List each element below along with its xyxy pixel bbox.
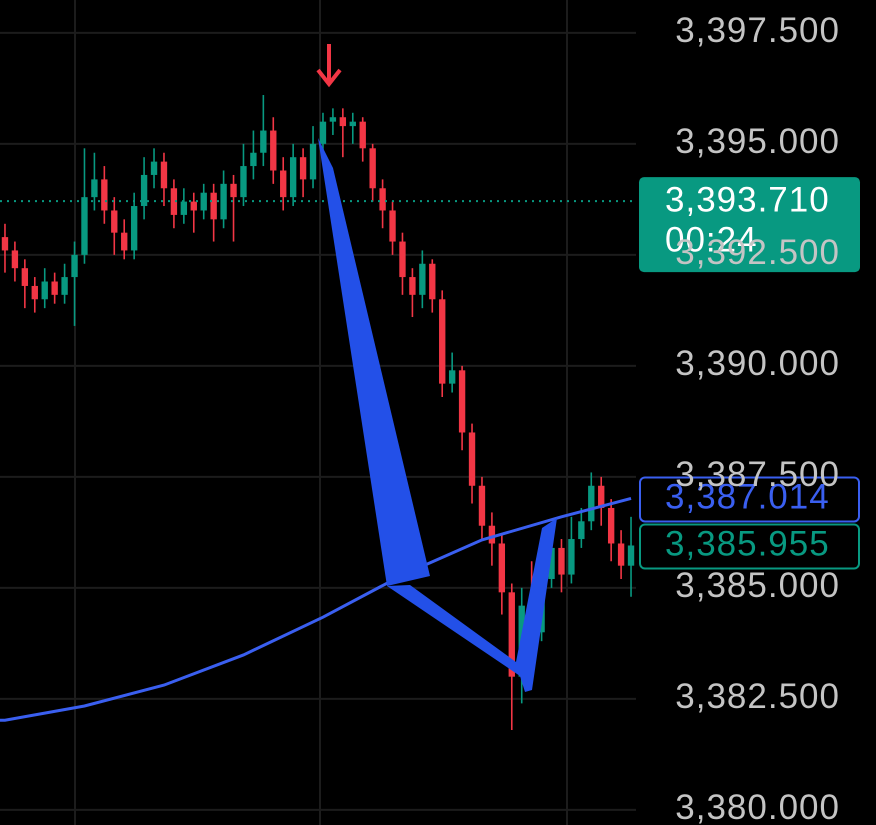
candle-body [240,166,247,198]
overlay [316,44,557,692]
candle-body [21,268,29,286]
y-tick-label: 3,397.500 [675,11,840,50]
grid [0,0,636,825]
candle-body [359,121,366,149]
price-tag-box [639,523,860,570]
candle-body [598,485,605,508]
candle-body [180,201,188,215]
candle-body [51,281,58,295]
candle-body [439,299,446,384]
candle-body [170,188,178,215]
y-tick-label: 3,392.500 [675,233,840,272]
candle-body [71,254,78,278]
candle-body [41,281,48,300]
candle-body [11,250,19,269]
y-tick-label: 3,382.500 [675,677,840,716]
price-tag-box [639,476,860,523]
candle-body [1,237,9,251]
candle-body [250,152,257,167]
candle-body [111,210,118,233]
candle-body [399,241,406,278]
annotation-arrow [387,518,557,692]
candle-body [230,183,237,198]
candle-body [220,183,227,220]
candle-body [419,263,426,295]
price-tag-box [639,177,860,273]
candle-body [498,543,506,593]
y-tick-label: 3,387.500 [675,455,840,494]
price-tag-countdown: 00:24 [665,220,758,259]
candle-body [140,174,148,207]
candle-body [160,161,168,189]
candle-body [478,485,486,526]
price-tag-label: 3,393.710 [665,180,830,219]
candle-body [150,161,158,175]
candle-body [578,521,585,540]
candle-body [627,545,635,566]
candle-body [379,188,386,211]
candle-body [588,485,595,522]
signal-arrow [316,44,342,88]
candle-body [558,547,565,575]
candle-body [617,543,625,566]
candle-body [280,170,287,198]
candle-body [369,148,376,189]
candle-body [210,192,217,220]
candle-body [260,130,267,153]
candle-body [121,232,128,251]
candle-body [389,210,396,242]
candle-body [548,547,555,580]
candle-body [429,263,436,300]
candle-body [458,370,466,433]
candle-body [339,117,347,127]
candle-body [329,117,337,122]
y-tick-label: 3,390.000 [675,344,840,383]
candle-body [61,277,68,295]
candle-body [319,121,327,144]
moving-average [0,497,632,722]
price-tag-label: 3,385.955 [665,525,830,564]
candle-body [508,592,515,677]
candle-body [130,206,138,251]
candle-body [190,201,197,211]
candle-body [448,370,456,384]
candle-body [270,130,277,171]
candle-body [568,539,575,575]
annotation-arrow [318,138,430,586]
price-tag-label: 3,387.014 [665,478,830,517]
candle-body [468,432,476,486]
candle-body [607,507,615,544]
candle-body [31,285,38,300]
candle-body [409,277,416,295]
candle-body [289,157,297,198]
candle-body [349,121,356,127]
candles [0,95,636,730]
y-tick-label: 3,395.000 [675,122,840,161]
candle-body [81,197,88,255]
candle-body [309,143,317,180]
y-tick-label: 3,380.000 [675,788,840,825]
candle-body [488,525,496,544]
candle-body [101,179,108,211]
candle-body [91,179,98,198]
candle-body [299,157,307,180]
y-tick-label: 3,385.000 [675,566,840,605]
